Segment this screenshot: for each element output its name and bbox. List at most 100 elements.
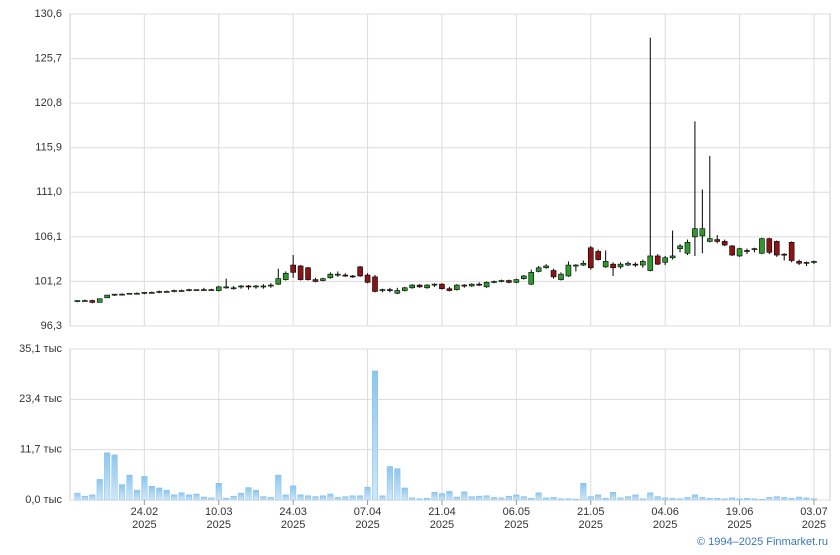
copyright[interactable]: © 1994–2025 Finmarket.ru xyxy=(697,536,828,548)
volume-bar xyxy=(617,497,624,501)
x-tick-label: 19.06 xyxy=(726,506,754,518)
volume-bar xyxy=(714,498,721,501)
candle-body xyxy=(104,294,110,299)
x-tick-year: 2025 xyxy=(355,519,379,531)
volume-bar xyxy=(238,492,245,501)
candle-body xyxy=(528,272,535,285)
candle-body xyxy=(282,272,289,280)
candle-body xyxy=(134,292,140,295)
volume-bar xyxy=(215,483,222,501)
x-tick-label: 24.03 xyxy=(279,506,307,518)
volume-bar xyxy=(781,497,788,501)
x-tick-label: 21.04 xyxy=(428,506,456,518)
volume-bar xyxy=(788,498,795,501)
volume-bar xyxy=(386,466,393,501)
volume-bar xyxy=(647,492,654,501)
candle-body xyxy=(625,262,631,266)
candle-body xyxy=(193,289,200,291)
candle-body xyxy=(721,241,728,246)
volume-bar xyxy=(319,495,326,501)
volume-bar xyxy=(580,483,587,501)
x-tick-label: 10.03 xyxy=(205,506,233,518)
candle-body xyxy=(595,251,602,260)
volume-bar xyxy=(773,496,780,501)
candle-body xyxy=(74,300,81,302)
candle-body xyxy=(171,290,177,292)
volume-bar xyxy=(639,498,646,501)
x-tick-year: 2025 xyxy=(132,519,156,531)
y-tick-label: 125,7 xyxy=(34,52,62,64)
y-tick-label: 106,1 xyxy=(34,231,62,243)
candle-body xyxy=(230,287,237,290)
volume-bar xyxy=(535,492,542,501)
volume-bar xyxy=(156,487,163,501)
volume-bar xyxy=(446,491,453,501)
volume-bar xyxy=(372,370,379,501)
volume-bar xyxy=(587,496,594,501)
candle-body xyxy=(349,275,356,278)
x-tick-label: 24.02 xyxy=(131,506,159,518)
plot-area xyxy=(69,13,831,327)
volume-bar xyxy=(461,491,468,501)
candle-body xyxy=(364,274,371,283)
candle-body xyxy=(468,283,475,287)
volume-bar xyxy=(632,494,639,501)
volume-bar xyxy=(810,498,817,501)
volume-bar xyxy=(595,494,602,501)
candle-body xyxy=(491,281,497,283)
candle-body xyxy=(297,265,304,280)
volume-bar xyxy=(468,496,475,501)
candle-body xyxy=(111,293,118,296)
candle-body xyxy=(520,275,527,279)
candle-body xyxy=(126,292,133,295)
volume-bar xyxy=(758,498,765,501)
volume-bar xyxy=(89,494,96,501)
volume-bar xyxy=(721,498,728,501)
volume-bar xyxy=(379,495,386,501)
volume-bar xyxy=(453,496,460,501)
candle-body xyxy=(788,242,795,261)
volume-bar xyxy=(163,489,170,501)
volume-bar xyxy=(602,498,609,501)
volume-bar xyxy=(297,494,304,501)
candle-body xyxy=(201,289,207,291)
volume-bar xyxy=(766,497,773,501)
candle-body xyxy=(506,280,512,283)
candle-body xyxy=(156,291,163,293)
plot-area xyxy=(69,348,831,501)
candle-body xyxy=(439,283,445,290)
volume-bar xyxy=(483,495,490,501)
volume-bar xyxy=(624,496,631,501)
x-tick-label: 06.05 xyxy=(503,506,531,518)
volume-bar xyxy=(104,452,111,501)
candle-body xyxy=(387,289,393,291)
volume-bar xyxy=(416,498,423,501)
volume-bar xyxy=(364,486,371,501)
candle-body xyxy=(640,261,646,266)
volume-bar xyxy=(185,494,192,501)
volume-bar xyxy=(200,496,207,501)
y-tick-label: 111,0 xyxy=(36,186,62,198)
volume-bar xyxy=(736,498,743,501)
volume-bar xyxy=(706,498,713,501)
y-tick-label: 96,3 xyxy=(41,320,62,332)
candle-body xyxy=(580,262,587,266)
volume-bar xyxy=(342,496,349,501)
candle-body xyxy=(327,273,334,279)
volume-bar xyxy=(171,494,178,501)
x-tick-label: 04.06 xyxy=(651,506,679,518)
volume-bar xyxy=(438,493,445,501)
candle-body xyxy=(401,287,408,291)
candle-body xyxy=(796,261,802,264)
volume-bar xyxy=(275,474,282,501)
candle-body xyxy=(163,291,170,293)
x-tick-year: 2025 xyxy=(802,519,826,531)
candle-body xyxy=(178,290,185,292)
volume-bar xyxy=(111,454,118,501)
volume-bar xyxy=(677,498,684,501)
candle-body xyxy=(215,286,222,291)
candle-body xyxy=(379,289,386,291)
candle-body xyxy=(811,261,817,263)
y-tick-label: 120,8 xyxy=(34,97,62,109)
